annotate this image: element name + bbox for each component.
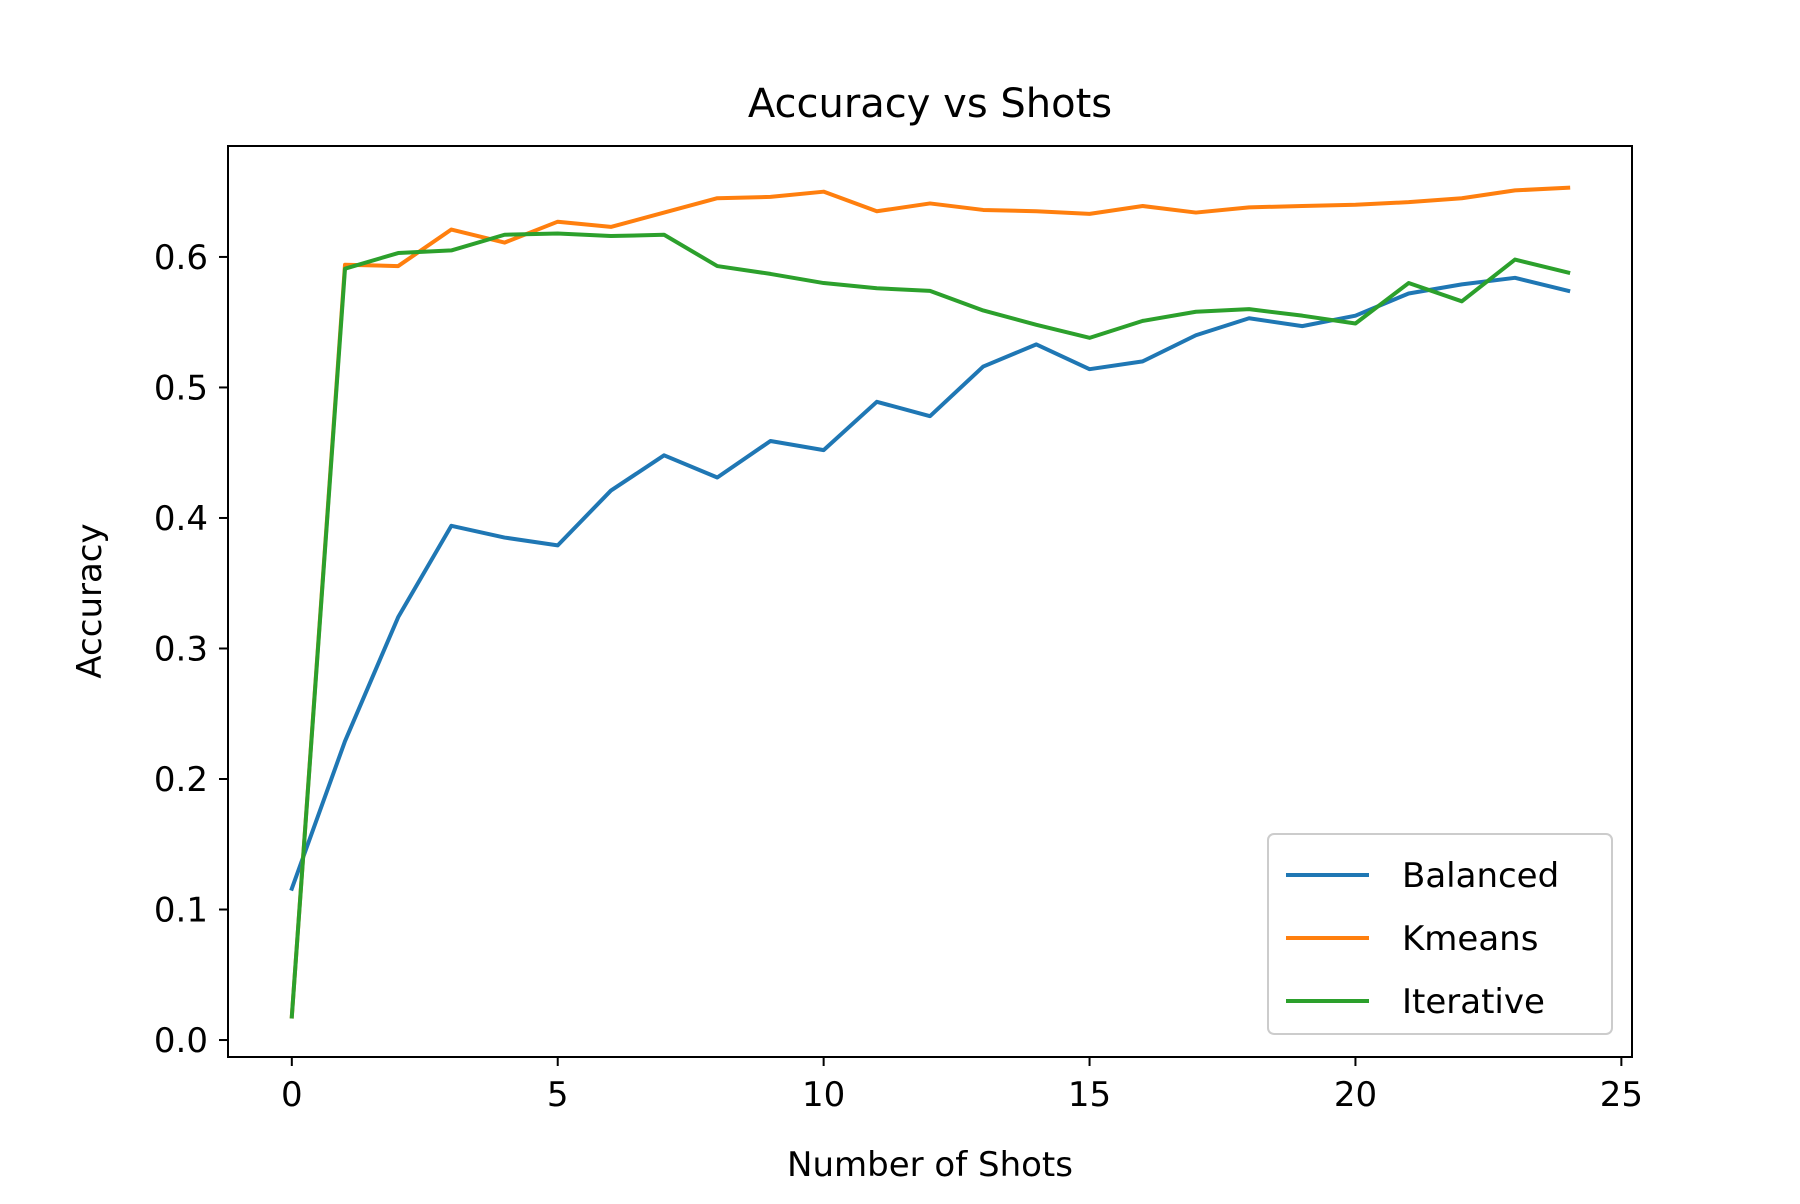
x-tick-label-15: 15 bbox=[1068, 1075, 1111, 1115]
y-tick-label-0.6: 0.6 bbox=[154, 238, 208, 278]
x-tick-label-10: 10 bbox=[802, 1075, 845, 1115]
y-tick-label-0.3: 0.3 bbox=[154, 629, 208, 669]
y-axis-label: Accuracy bbox=[70, 523, 110, 678]
x-tick-label-20: 20 bbox=[1334, 1075, 1377, 1115]
y-tick-label-0.2: 0.2 bbox=[154, 760, 208, 800]
x-tick-label-25: 25 bbox=[1600, 1075, 1643, 1115]
x-tick-label-0: 0 bbox=[281, 1075, 303, 1115]
y-tick-label-0.0: 0.0 bbox=[154, 1021, 208, 1061]
y-tick-label-0.4: 0.4 bbox=[154, 499, 208, 539]
legend-box bbox=[1267, 833, 1613, 1035]
legend-label-balanced: Balanced bbox=[1402, 856, 1559, 896]
y-tick-label-0.1: 0.1 bbox=[154, 891, 208, 931]
x-tick-label-5: 5 bbox=[547, 1075, 569, 1115]
chart-title: Accuracy vs Shots bbox=[748, 81, 1112, 127]
legend-label-iterative: Iterative bbox=[1402, 982, 1545, 1022]
legend: Balanced Kmeans Iterative bbox=[1267, 833, 1613, 1035]
axes-frame bbox=[227, 145, 1633, 1058]
legend-label-kmeans: Kmeans bbox=[1402, 919, 1538, 959]
y-tick-label-0.5: 0.5 bbox=[154, 368, 208, 408]
x-axis-label: Number of Shots bbox=[787, 1145, 1073, 1185]
legend-items: Balanced Kmeans Iterative bbox=[1286, 856, 1559, 1022]
series-line-iterative bbox=[289, 231, 1571, 1019]
y-axis-ticks: 0.0 0.1 0.2 0.3 0.4 0.5 0.6 bbox=[154, 238, 228, 1061]
series-line-balanced bbox=[289, 275, 1571, 892]
series-line-kmeans bbox=[289, 185, 1571, 1019]
x-axis-ticks: 0 5 10 15 20 25 bbox=[281, 1057, 1643, 1115]
plot-layer bbox=[289, 185, 1571, 1019]
